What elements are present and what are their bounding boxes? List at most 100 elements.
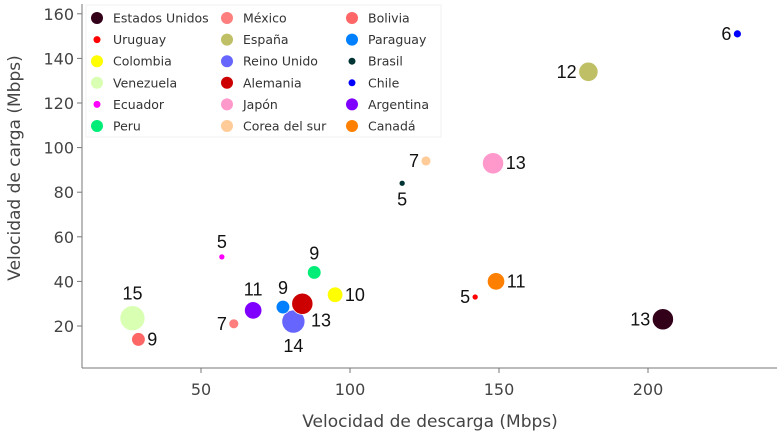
bubble-size-label: 13	[311, 310, 331, 330]
legend-label: Argentina	[368, 97, 429, 112]
legend-label: Canadá	[368, 119, 416, 134]
bubble-corea-del-sur	[420, 155, 432, 167]
bubble-espana	[578, 61, 599, 82]
y-axis-title: Velocidad de carga (Mbps)	[5, 55, 25, 280]
y-tick-label: 80	[54, 183, 74, 202]
legend-marker	[93, 36, 101, 44]
bubble-size-label: 6	[721, 24, 731, 44]
legend-item-ecuador: Ecuador	[93, 97, 165, 112]
legend-marker	[91, 120, 103, 132]
bubble-size-label: 10	[345, 285, 365, 305]
legend-marker	[221, 76, 233, 89]
y-tick-label: 20	[54, 317, 74, 336]
bubble-uruguay	[471, 293, 479, 301]
legend-label: Chile	[368, 75, 400, 90]
axes: 50 100 150 200 20 40 60 80 100 120 140 160	[43, 4, 777, 399]
legend-marker	[346, 12, 358, 24]
legend-label: Venezuela	[113, 75, 177, 90]
y-tick-label: 100	[43, 139, 74, 158]
bubble-size-label: 9	[309, 244, 319, 264]
legend-label: México	[243, 11, 287, 26]
bubble-size-label: 11	[507, 271, 526, 291]
legend-marker	[346, 33, 358, 46]
legend-label: Alemania	[243, 75, 302, 90]
legend-item-corea-del-sur: Corea del sur	[221, 119, 327, 134]
bubble-size-label: 14	[283, 336, 303, 356]
legend-label: Uruguay	[113, 32, 167, 47]
bubble-size-label: 9	[147, 329, 157, 349]
legend-item-uruguay: Uruguay	[93, 32, 167, 47]
legend-label: Paraguay	[368, 32, 427, 47]
x-axis-title: Velocidad de descarga (Mbps)	[302, 412, 558, 432]
bubble-bolivia	[131, 332, 146, 347]
bubble-paraguay	[275, 299, 291, 315]
y-tick-label: 120	[43, 94, 74, 113]
legend-label: Peru	[113, 119, 141, 134]
legend-marker	[93, 100, 101, 108]
bubble-size-label: 7	[409, 151, 419, 171]
legend-label: Brasil	[368, 54, 403, 69]
data-points: 13 5 10 15 5 9 7 12 14 13 13 7 9 9 5 6 11 11	[119, 24, 742, 356]
legend-marker	[91, 55, 103, 68]
legend-item-venezuela: Venezuela	[91, 75, 177, 90]
legend-item-bolivia: Bolivia	[346, 11, 410, 26]
bubble-colombia	[326, 286, 344, 303]
legend-label: Colombia	[113, 54, 172, 69]
y-tick-label: 140	[43, 49, 74, 68]
legend-marker	[221, 12, 233, 24]
bubble-size-label: 15	[122, 284, 142, 304]
x-tick-label: 50	[191, 380, 211, 399]
bubble-alemania	[291, 292, 314, 315]
legend-item-colombia: Colombia	[91, 54, 172, 69]
bubble-estados-unidos	[651, 308, 674, 331]
legend-marker	[346, 98, 358, 111]
bubble-argentina	[243, 301, 263, 320]
legend-label: Corea del sur	[243, 119, 327, 134]
legend-item-peru: Peru	[91, 119, 141, 134]
legend-label: Bolivia	[368, 11, 410, 26]
bubble-brasil	[398, 179, 406, 187]
legend-marker	[346, 120, 358, 132]
bubble-size-label: 13	[630, 309, 650, 329]
legend-item-japon: Japón	[221, 97, 278, 112]
legend-marker	[221, 33, 233, 46]
legend-item-alemania: Alemania	[221, 75, 302, 90]
bubble-ecuador	[218, 253, 226, 261]
bubble-size-label: 5	[397, 189, 407, 209]
bubble-size-label: 7	[217, 314, 227, 334]
bubble-size-label: 11	[244, 280, 263, 300]
legend-marker	[91, 12, 103, 24]
bubble-size-label: 5	[460, 287, 470, 307]
bubble-japon	[481, 152, 505, 175]
bubble-peru	[306, 265, 322, 280]
legend-item-estados-unidos: Estados Unidos	[91, 11, 209, 26]
legend-item-paraguay: Paraguay	[346, 32, 427, 47]
legend-label: Ecuador	[113, 97, 165, 112]
y-tick-label: 60	[54, 228, 74, 247]
legend-box	[85, 4, 442, 138]
legend-marker	[91, 76, 103, 89]
legend-item-canada: Canadá	[346, 119, 416, 134]
legend-marker	[221, 120, 233, 132]
y-tick-label: 160	[43, 5, 74, 24]
bubble-venezuela	[119, 305, 146, 332]
bubble-size-label: 5	[217, 232, 227, 252]
x-tick-label: 200	[633, 380, 664, 399]
legend-label: Japón	[242, 97, 278, 112]
legend-item-brasil: Brasil	[348, 54, 403, 69]
bubble-mexico	[228, 318, 240, 330]
legend-item-chile: Chile	[348, 75, 400, 90]
legend-marker	[348, 57, 356, 65]
legend-label: Estados Unidos	[113, 11, 209, 26]
legend: Estados Unidos Uruguay Colombia Venezuela Ec…	[85, 4, 442, 138]
legend-marker	[221, 55, 233, 68]
legend-label: Reino Unido	[243, 54, 318, 69]
legend-label: España	[243, 32, 289, 47]
legend-marker	[221, 98, 233, 111]
bubble-size-label: 9	[278, 278, 288, 298]
x-tick-label: 150	[484, 380, 515, 399]
bubble-size-label: 12	[557, 62, 577, 82]
legend-item-reino-unido: Reino Unido	[221, 54, 318, 69]
y-tick-label: 40	[54, 272, 74, 291]
